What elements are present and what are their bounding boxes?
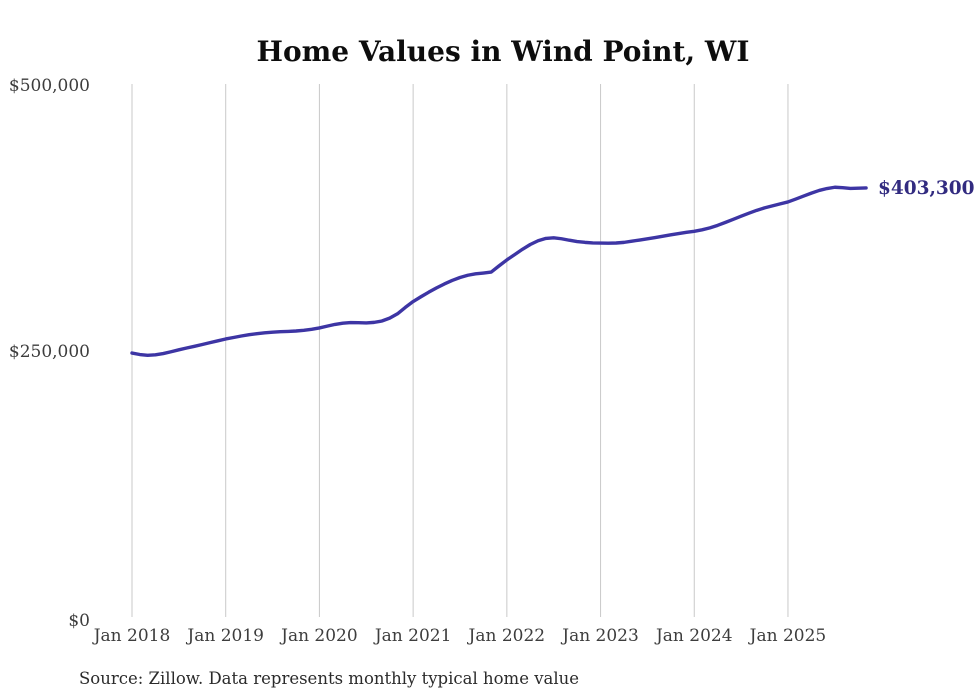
x-axis-tick-label: Jan 2025 <box>748 626 827 646</box>
x-axis-tick-labels: Jan 2018 Jan 2019 Jan 2020 Jan 2021 Jan 2022… <box>92 626 827 646</box>
y-axis-tick-labels: $500,000 $250,000 $0 <box>9 76 90 631</box>
chart-title: Home Values in Wind Point, WI <box>257 35 750 68</box>
x-axis-tick-label: Jan 2018 <box>92 626 171 646</box>
x-axis-tick-label: Jan 2019 <box>185 626 264 646</box>
x-axis-tick-label: Jan 2021 <box>373 626 452 646</box>
x-axis-tick-label: Jan 2022 <box>467 626 546 646</box>
x-axis-tick-label: Jan 2024 <box>654 626 733 646</box>
y-axis-tick-label-500000: $500,000 <box>9 76 90 96</box>
home-value-series-line <box>130 185 868 357</box>
x-axis-tick-label: Jan 2023 <box>560 626 639 646</box>
y-axis-tick-label-0: $0 <box>68 611 90 631</box>
x-axis-tick-label: Jan 2020 <box>279 626 358 646</box>
source-note: Source: Zillow. Data represents monthly … <box>79 669 579 688</box>
gridlines-group <box>131 84 789 617</box>
y-axis-tick-label-250000: $250,000 <box>9 342 90 362</box>
series-end-value-label: $403,300 <box>878 178 975 199</box>
